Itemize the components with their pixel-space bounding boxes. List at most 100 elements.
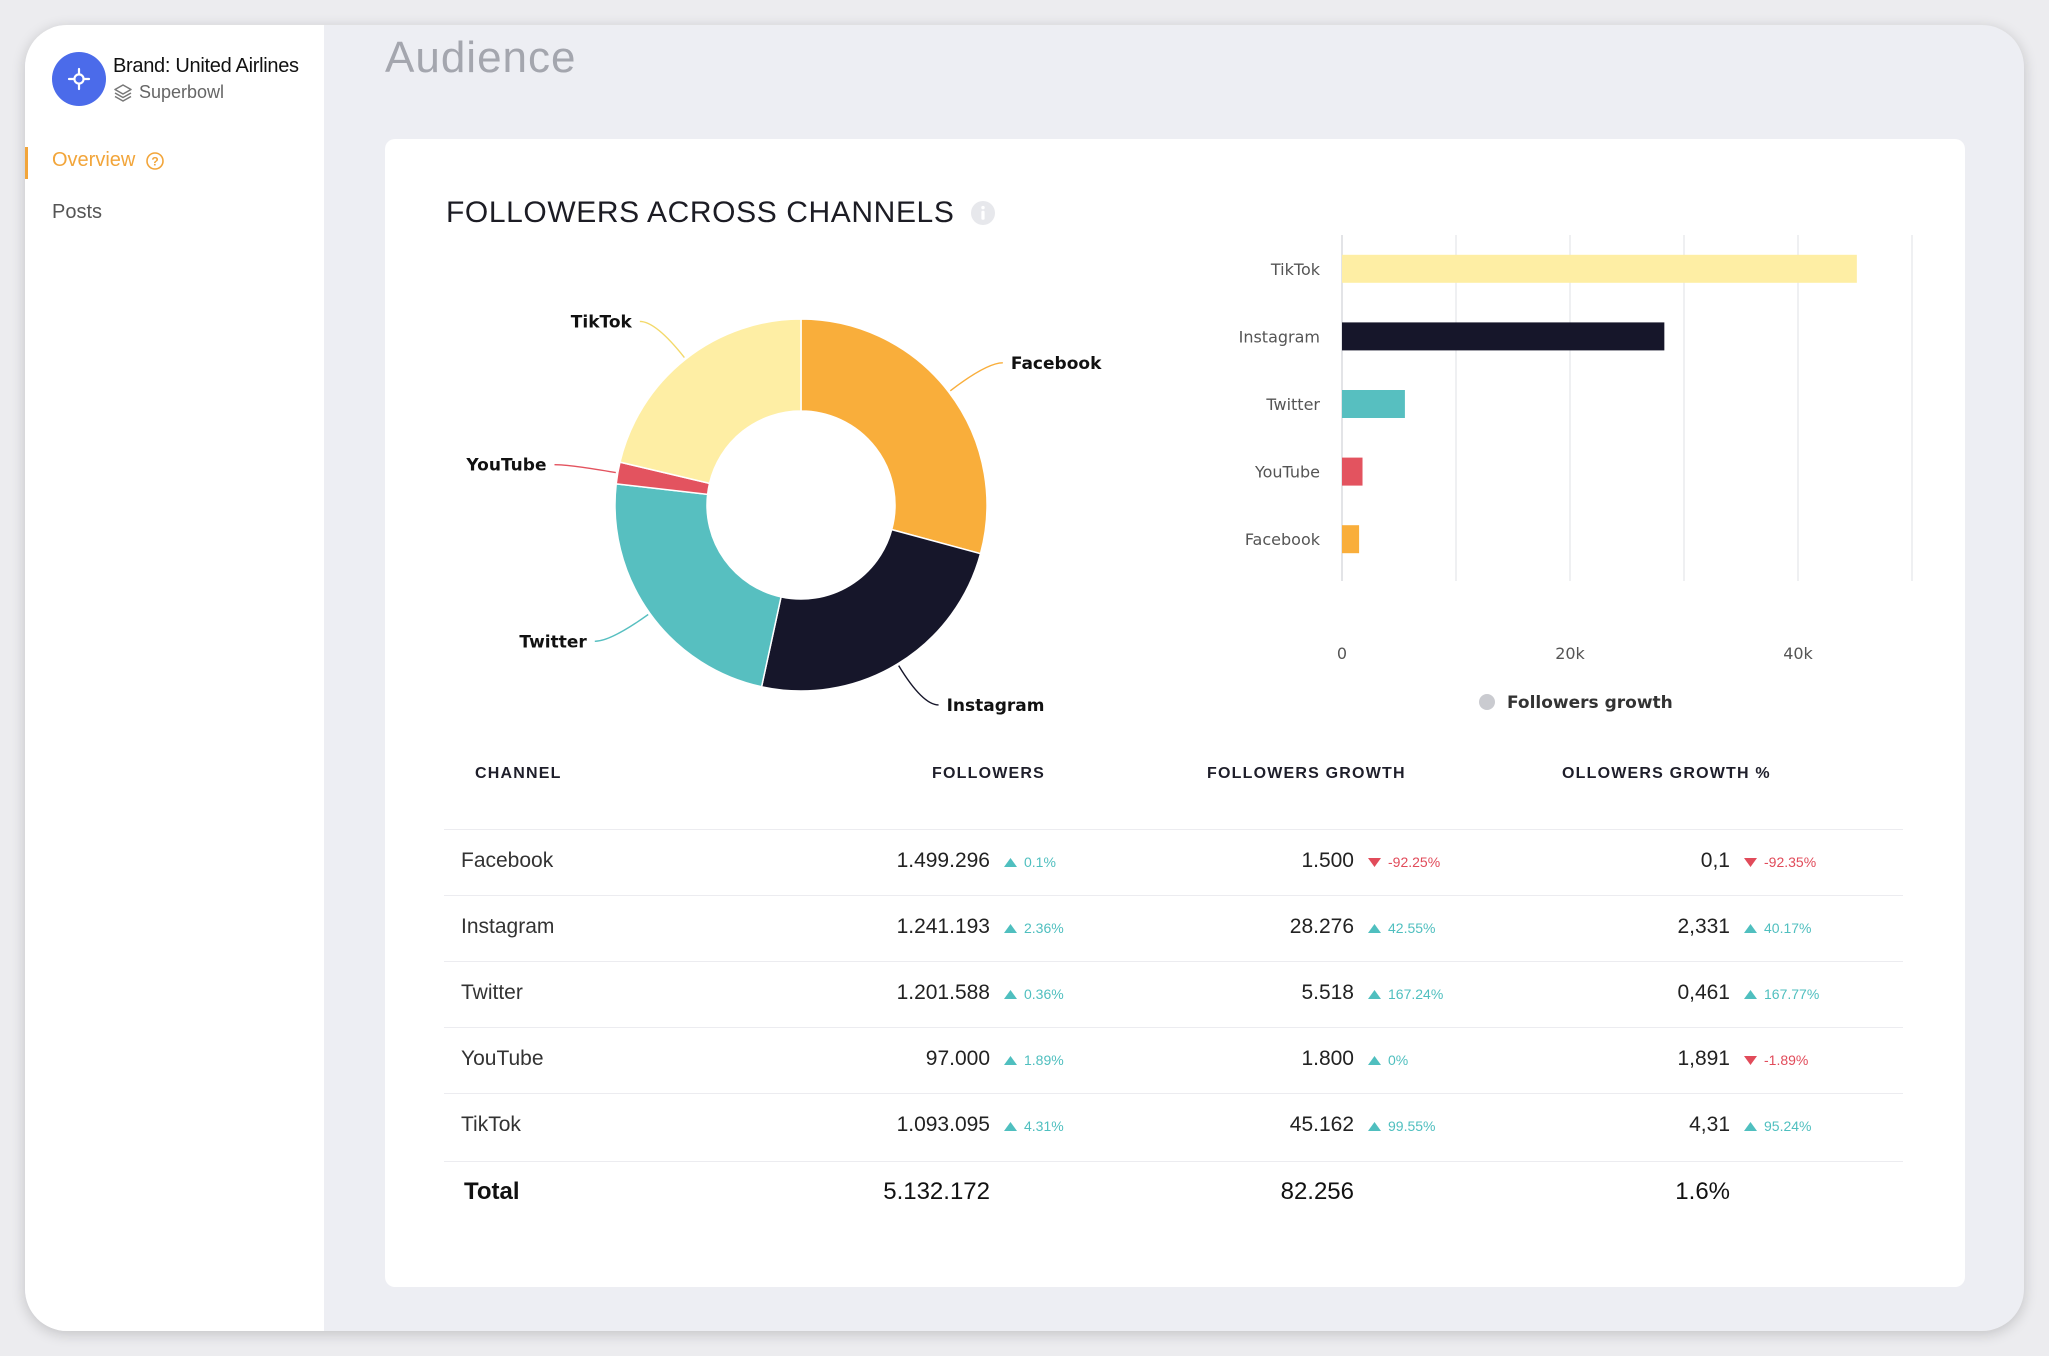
brand-name: Brand: United Airlines: [113, 55, 299, 77]
bar-category-label: Facebook: [1245, 530, 1321, 549]
growth-delta: 99.55%: [1368, 1118, 1435, 1134]
trend-up-icon: [1744, 986, 1764, 1002]
page-title: Audience: [385, 33, 577, 82]
growth-pct-delta: -92.35%: [1744, 854, 1816, 870]
table-row[interactable]: TikTok 1.093.095 4.31% 45.162 99.55% 4,31 95.2…: [444, 1093, 1903, 1159]
donut-slice-instagram[interactable]: [760, 528, 982, 692]
growth-pct-value: 4,31: [1689, 1113, 1730, 1136]
channel-name: YouTube: [461, 1047, 544, 1070]
active-nav-indicator: [25, 147, 28, 179]
followers-delta: 1.89%: [1004, 1052, 1064, 1068]
growth-pct-value: 1,891: [1677, 1047, 1730, 1070]
channel-name: Facebook: [461, 849, 554, 872]
followers-value: 97.000: [925, 1047, 990, 1070]
followers-value: 1.093.095: [896, 1113, 990, 1136]
trend-up-icon: [1004, 920, 1024, 936]
charts-area: Facebook Instagram Twitter YouTube TikTok 0 20…: [465, 235, 1913, 716]
col-header-followers-growth: FOLLOWERS GROWTH: [1207, 765, 1406, 782]
trend-up-icon: [1744, 1118, 1764, 1134]
donut-connector-youtube: [554, 463, 616, 474]
app-window: Brand: United Airlines Superbowl Overvie…: [25, 25, 2024, 1331]
trend-down-icon: [1744, 1052, 1764, 1068]
bar-youtube[interactable]: [1342, 457, 1363, 486]
trend-up-icon: [1368, 1118, 1388, 1134]
growth-value: 45.162: [1289, 1113, 1354, 1136]
growth-value: 1.500: [1301, 849, 1354, 872]
followers-delta-text: 2.36%: [1024, 920, 1064, 936]
total-label: Total: [464, 1178, 520, 1205]
growth-value: 1.800: [1301, 1047, 1354, 1070]
growth-delta: 167.24%: [1368, 986, 1443, 1002]
bar-facebook[interactable]: [1342, 525, 1360, 554]
donut-slice-facebook[interactable]: [800, 318, 988, 555]
info-icon[interactable]: [970, 200, 996, 226]
bar-tiktok[interactable]: [1342, 254, 1857, 283]
sidebar: Brand: United Airlines Superbowl Overvie…: [25, 25, 324, 1331]
trend-up-icon: [1004, 1052, 1024, 1068]
growth-delta: -92.25%: [1368, 854, 1440, 870]
growth-pct-delta-text: -92.35%: [1764, 854, 1817, 870]
brand-selector[interactable]: Brand: United Airlines Superbowl: [52, 52, 299, 106]
total-growth: 82.256: [1280, 1178, 1354, 1205]
bar-category-label: Twitter: [1265, 395, 1320, 414]
brand-subtitle: Superbowl: [139, 82, 225, 102]
table-row[interactable]: Facebook 1.499.296 0.1% 1.500 -92.25% 0,1 -92.…: [444, 829, 1903, 895]
help-icon[interactable]: ?: [145, 151, 165, 171]
growth-value: 28.276: [1289, 915, 1354, 938]
bar-tick-label: 0: [1337, 644, 1347, 663]
nav-item-posts[interactable]: Posts: [52, 201, 102, 224]
followers-card: FOLLOWERS ACROSS CHANNELS Facebook Instag…: [385, 139, 1965, 1287]
table-row[interactable]: YouTube 97.000 1.89% 1.800 0% 1,891 -1.89%: [444, 1027, 1903, 1093]
trend-up-icon: [1004, 1118, 1024, 1134]
growth-pct-delta: -1.89%: [1744, 1052, 1808, 1068]
followers-delta-text: 0.1%: [1024, 854, 1056, 870]
nav-item-overview[interactable]: Overview ?: [52, 149, 165, 172]
nav-overview-label: Overview: [52, 149, 136, 171]
total-row: Total 5.132.172 82.256 1.6%: [444, 1161, 1903, 1225]
bar-twitter[interactable]: [1342, 390, 1405, 418]
growth-pct-delta-text: 167.77%: [1764, 986, 1820, 1002]
bar-category-label: YouTube: [1254, 463, 1320, 482]
followers-delta: 2.36%: [1004, 920, 1064, 936]
followers-delta-text: 0.36%: [1024, 986, 1064, 1002]
growth-pct-delta: 167.77%: [1744, 986, 1819, 1002]
donut-slice-tiktok[interactable]: [619, 318, 802, 485]
legend-label[interactable]: Followers growth: [1507, 693, 1673, 713]
total-growth-pct: 1.6%: [1675, 1178, 1730, 1205]
donut-connector-tiktok: [639, 320, 685, 358]
table-row[interactable]: Twitter 1.201.588 0.36% 5.518 167.24% 0,461 16…: [444, 961, 1903, 1027]
trend-down-icon: [1368, 854, 1388, 870]
donut-label-facebook: Facebook: [1011, 354, 1102, 374]
growth-pct-delta: 40.17%: [1744, 920, 1811, 936]
channel-name: TikTok: [461, 1113, 521, 1136]
growth-delta-text: 167.24%: [1388, 986, 1444, 1002]
donut-label-tiktok: TikTok: [571, 312, 633, 332]
nav-posts-label: Posts: [52, 201, 103, 223]
trend-up-icon: [1368, 986, 1388, 1002]
channel-name: Twitter: [461, 981, 523, 1004]
col-header-followers-growth-pct: OLLOWERS GROWTH %: [1562, 765, 1771, 782]
trend-up-icon: [1004, 854, 1024, 870]
followers-delta: 0.36%: [1004, 986, 1064, 1002]
trend-up-icon: [1004, 986, 1024, 1002]
donut-connector-twitter: [594, 613, 649, 642]
growth-delta-text: 42.55%: [1388, 920, 1436, 936]
donut-connector-facebook: [949, 362, 1003, 392]
growth-delta-text: 99.55%: [1388, 1118, 1436, 1134]
trend-up-icon: [1368, 1052, 1388, 1068]
bar-instagram[interactable]: [1342, 322, 1665, 351]
followers-value: 1.499.296: [896, 849, 990, 872]
card-title: FOLLOWERS ACROSS CHANNELS: [446, 196, 955, 229]
trend-down-icon: [1744, 854, 1764, 870]
followers-delta: 4.31%: [1004, 1118, 1064, 1134]
trend-up-icon: [1368, 920, 1388, 936]
growth-pct-delta-text: 95.24%: [1764, 1118, 1812, 1134]
growth-delta: 0%: [1368, 1052, 1408, 1068]
donut-label-twitter: Twitter: [519, 632, 587, 652]
followers-delta: 0.1%: [1004, 854, 1056, 870]
donut-connector-instagram: [898, 665, 939, 706]
donut-slice-twitter[interactable]: [614, 483, 782, 688]
table-row[interactable]: Instagram 1.241.193 2.36% 28.276 42.55% 2,331…: [444, 895, 1903, 961]
growth-pct-value: 0,1: [1700, 849, 1730, 872]
growth-pct-delta-text: 40.17%: [1764, 920, 1812, 936]
